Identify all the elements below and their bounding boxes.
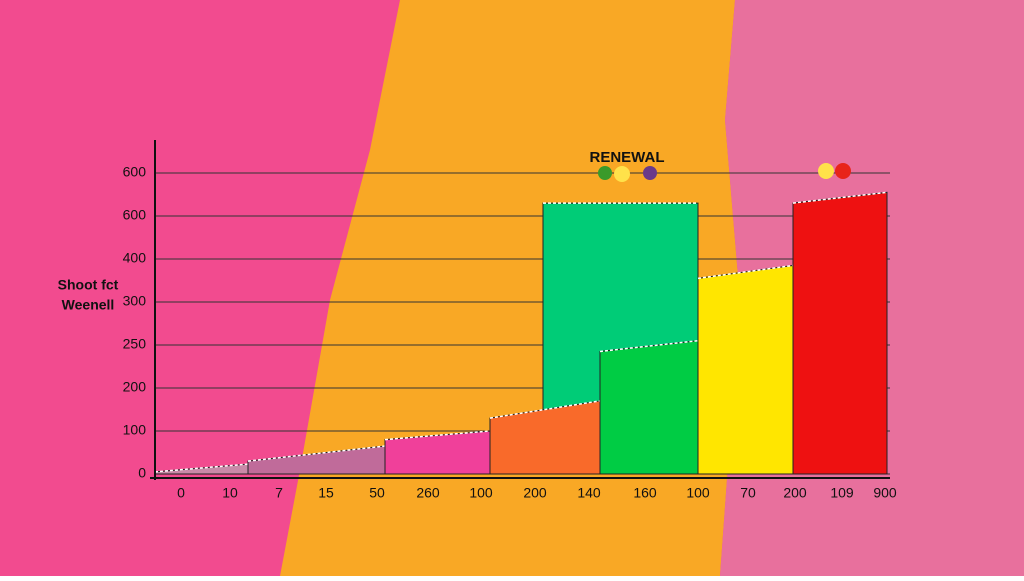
y-tick-label: 200: [123, 379, 147, 395]
x-tick-label: 100: [686, 485, 710, 501]
segment-top: [489, 400, 601, 419]
x-tick-label: 7: [275, 485, 283, 501]
y-axis-label: Weenell: [62, 297, 115, 313]
segment-top: [599, 339, 699, 353]
segment-top: [247, 445, 386, 462]
x-tick-label: 70: [740, 485, 756, 501]
x-tick-label: 900: [873, 485, 897, 501]
step-segment: [599, 340, 699, 475]
x-tick-label: 260: [416, 485, 440, 501]
y-tick-label: 400: [123, 250, 147, 266]
icon: [598, 166, 612, 180]
step-segment: [697, 264, 794, 475]
icon: [614, 166, 630, 182]
segment-top: [154, 463, 249, 473]
segment-top: [697, 264, 794, 280]
y-tick-label: 300: [123, 293, 147, 309]
x-tick-label: 200: [523, 485, 547, 501]
x-tick-label: 140: [577, 485, 601, 501]
icon: [818, 163, 834, 179]
plot-area: [154, 172, 890, 475]
x-tick-label: 10: [222, 485, 238, 501]
annotation: RENEWAL: [590, 149, 665, 166]
y-tick-label: 100: [123, 422, 147, 438]
x-tick-label: 160: [633, 485, 657, 501]
icon: [643, 166, 657, 180]
y-tick-label: 250: [123, 336, 147, 352]
icon: [835, 163, 851, 179]
x-tick-label: 0: [177, 485, 185, 501]
y-tick-label: 600: [123, 164, 147, 180]
step-segment: [792, 191, 888, 475]
x-tick-label: 200: [783, 485, 807, 501]
segment-top: [384, 430, 491, 441]
x-tick-label: 100: [469, 485, 493, 501]
x-tick-label: 50: [369, 485, 385, 501]
segment-top: [792, 191, 888, 204]
y-tick-label: 600: [123, 207, 147, 223]
x-tick-label: 109: [830, 485, 854, 501]
y-axis-label: Shoot fct: [58, 277, 119, 293]
y-tick-label: 0: [138, 465, 146, 481]
x-tick-label: 15: [318, 485, 334, 501]
